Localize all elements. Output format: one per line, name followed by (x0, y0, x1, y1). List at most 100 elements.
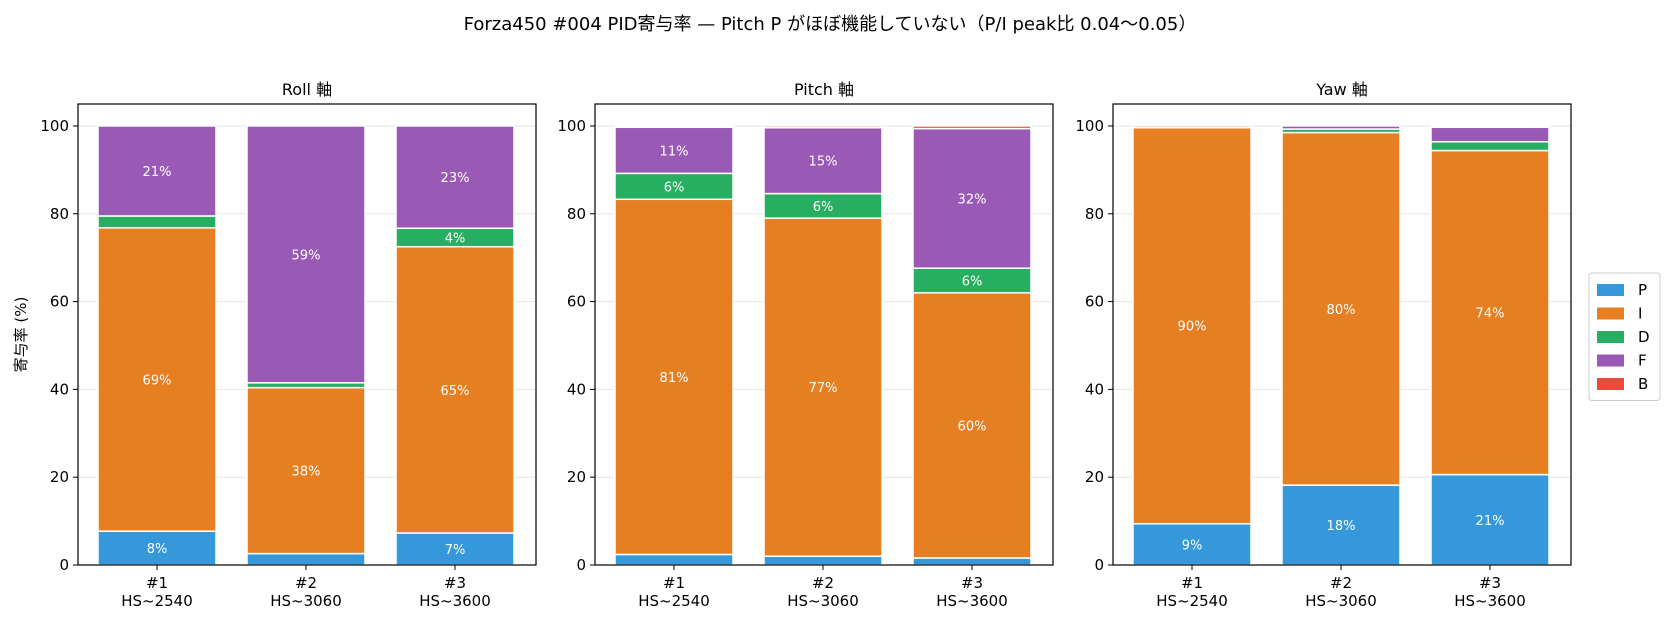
bar-segment-F (763, 126, 883, 195)
x-tick-label: HS~2540 (121, 592, 193, 610)
data-label: 38% (292, 465, 321, 480)
data-label: 69% (143, 374, 172, 389)
data-label: 21% (1476, 514, 1505, 529)
y-tick-label: 100 (40, 117, 69, 135)
bar-segment-F (97, 125, 217, 217)
y-tick-label: 40 (567, 380, 586, 398)
plot-frame (1112, 103, 1572, 566)
x-tick-label: HS~3060 (787, 592, 859, 610)
bar-segment-B (1430, 125, 1550, 129)
y-tick-label: 0 (576, 556, 586, 574)
bar-segment-P (97, 530, 217, 566)
plot-frame (594, 103, 1054, 566)
x-tick-label: #2 (812, 574, 834, 592)
x-tick-label: HS~3060 (1305, 592, 1377, 610)
legend-label-D: D (1638, 328, 1650, 346)
plot-frame (77, 103, 537, 566)
legend-swatch-F (1597, 354, 1624, 367)
chart-panel-2: 0 20 40 60 80 100 9% 90% #1HS~2540 18% 80% #2HS~306… (1075, 80, 1572, 610)
x-tick-label: #1 (146, 574, 168, 592)
bar-segment-P (912, 557, 1032, 566)
bar-segment-P (763, 555, 883, 566)
bar-segment-I (1430, 149, 1550, 476)
bar-segment-P (1281, 484, 1401, 566)
bar-segment-F (912, 127, 1032, 269)
x-tick-label: #3 (444, 574, 466, 592)
legend-box (1588, 272, 1661, 401)
data-label: 65% (441, 384, 470, 399)
bar-segment-B (763, 125, 883, 129)
bar-segment-P (1132, 522, 1252, 566)
data-label: 77% (809, 381, 838, 396)
y-tick-label: 20 (567, 468, 586, 486)
chart-panel-0: 0204060801008%69%21%#1HS~254038%59%#2HS~… (12, 80, 537, 610)
chart-panel-1: 02040608010081%6%11%#1HS~254077%6%15%#2H… (557, 80, 1054, 610)
bar-segment-I (246, 386, 366, 555)
data-label: 11% (660, 144, 689, 159)
y-tick-label: 20 (50, 468, 69, 486)
x-tick-label: HS~3600 (419, 592, 491, 610)
data-label: 23% (441, 171, 470, 186)
bar-segment-F (1430, 126, 1550, 143)
y-tick-label: 100 (1075, 117, 1104, 135)
x-tick-label: HS~3060 (270, 592, 342, 610)
y-tick-label: 60 (567, 293, 586, 311)
y-tick-label: 100 (557, 117, 586, 135)
data-label: 9% (1182, 538, 1203, 553)
legend-swatch-I (1597, 307, 1624, 320)
bar-segment-P (246, 552, 366, 566)
data-label: 60% (958, 419, 987, 434)
panel-title: Yaw 軸 (1315, 80, 1368, 99)
x-tick-label: #2 (295, 574, 317, 592)
legend-label-P: P (1638, 281, 1647, 299)
bar-segment-I (614, 198, 734, 556)
legend-label-F: F (1638, 352, 1647, 370)
bar-segment-I (395, 245, 515, 534)
chart-panels: 0204060801008%69%21%#1HS~254038%59%#2HS~… (12, 80, 1572, 610)
y-tick-label: 80 (50, 205, 69, 223)
data-label: 6% (813, 200, 834, 215)
bar-segment-I (97, 227, 217, 532)
bar-segment-F (614, 126, 734, 175)
bar-segment-F (395, 125, 515, 230)
data-label: 18% (1327, 519, 1356, 534)
x-tick-label: #3 (1479, 574, 1501, 592)
x-tick-label: #2 (1330, 574, 1352, 592)
legend-label-B: B (1638, 375, 1648, 393)
legend-swatch-P (1597, 284, 1624, 296)
data-label: 80% (1327, 303, 1356, 318)
bar-segment-F (246, 125, 366, 384)
y-tick-label: 80 (1085, 205, 1104, 223)
data-label: 6% (962, 274, 983, 289)
data-label: 81% (660, 371, 689, 386)
x-tick-label: #1 (1181, 574, 1203, 592)
y-tick-label: 0 (1094, 556, 1104, 574)
y-tick-label: 80 (567, 205, 586, 223)
bar-segment-F (1281, 125, 1401, 130)
bar-segment-D (1430, 141, 1550, 152)
data-label: 59% (292, 248, 321, 263)
x-tick-label: HS~2540 (638, 592, 710, 610)
data-label: 6% (664, 180, 685, 195)
bar-segment-D (97, 215, 217, 229)
legend-label-I: I (1638, 305, 1642, 323)
bar-segment-P (614, 553, 734, 566)
bar-segment-D (912, 267, 1032, 294)
data-label: 32% (958, 192, 987, 207)
y-tick-label: 20 (1085, 468, 1104, 486)
bar-segment-I (1132, 126, 1252, 525)
y-axis-label: 寄与率 (%) (12, 297, 30, 373)
bar-segment-I (763, 217, 883, 557)
x-tick-label: HS~2540 (1156, 592, 1228, 610)
x-tick-label: HS~3600 (1454, 592, 1526, 610)
x-tick-label: HS~3600 (936, 592, 1008, 610)
y-tick-label: 40 (1085, 380, 1104, 398)
data-label: 4% (445, 231, 466, 246)
legend-swatch-D (1597, 331, 1624, 343)
panel-title: Pitch 軸 (794, 80, 854, 99)
y-tick-label: 0 (59, 556, 69, 574)
bar-segment-I (912, 292, 1032, 559)
